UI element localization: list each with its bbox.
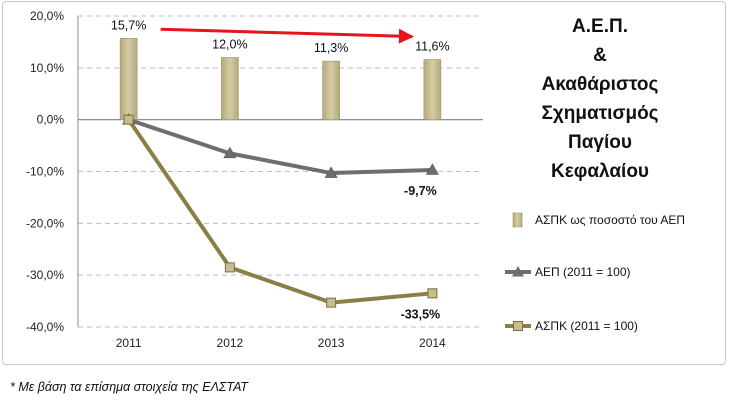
gridlines — [77, 15, 483, 328]
bar-data-label: 12,0% — [212, 37, 247, 51]
bar — [322, 60, 340, 120]
trend-arrow-line — [160, 27, 414, 44]
bar — [221, 57, 239, 120]
chart-svg: 20,0% 10,0% 0,0% -10,0% -20,0% -30,0% -40,0% 1… — [26, 9, 685, 350]
bar — [423, 59, 442, 120]
series-line — [126, 117, 435, 176]
x-tick-label: 2012 — [217, 336, 244, 350]
footnote: * Με βάση τα επίσημα στοιχεία της ΕΛΣΤΑΤ — [10, 380, 248, 394]
bar-data-label: 11,6% — [415, 40, 450, 54]
legend-label: ΑΕΠ (2011 = 100) — [535, 265, 631, 279]
end-value-label: -9,7% — [404, 184, 437, 198]
chart-title-line: Παγίου — [568, 132, 632, 153]
y-tick-label: 0,0% — [37, 113, 65, 127]
series-line — [126, 117, 435, 305]
square-marker — [427, 288, 438, 299]
bar — [119, 37, 138, 120]
chart-title-line: Κεφαλαίου — [551, 161, 649, 182]
square-marker — [326, 297, 337, 308]
y-tick-label: -40,0% — [26, 320, 64, 334]
x-tick-label: 2011 — [116, 336, 142, 350]
bar-data-label: 15,7% — [111, 18, 146, 32]
y-tick-label: -10,0% — [26, 165, 64, 179]
data-labels: 15,7% 12,0% 11,3% 11,6% -9,7% -33,5% — [111, 18, 450, 321]
triangle-marker — [223, 146, 237, 159]
y-tick-label: 20,0% — [30, 9, 64, 23]
legend-swatch-marker — [513, 321, 523, 331]
chart-title: Α.Ε.Π. & Ακαθάριστος Σχηματισμός Παγίου … — [500, 12, 700, 186]
triangle-marker — [425, 163, 439, 175]
triangle-marker — [324, 166, 338, 178]
end-value-label: -33,5% — [401, 307, 441, 321]
y-axis: 20,0% 10,0% 0,0% -10,0% -20,0% -30,0% -40,0% — [26, 9, 64, 334]
legend: ΑΣΠΚ ως ποσοστό του ΑΕΠ ΑΕΠ (2011 = 100) Α… — [505, 212, 685, 333]
chart-title-line: Ακαθάριστος — [541, 74, 659, 95]
bar-series — [119, 37, 442, 120]
square-marker — [123, 114, 134, 125]
chart-title-line: & — [593, 45, 607, 66]
legend-swatch-marker — [512, 266, 524, 277]
line-series — [122, 113, 439, 308]
x-tick-label: 2013 — [318, 336, 345, 350]
trend-arrow — [160, 27, 414, 44]
legend-label: ΑΣΠΚ ως ποσοστό του ΑΕΠ — [535, 213, 685, 227]
y-tick-label: -30,0% — [26, 268, 64, 282]
chart-title-line: Α.Ε.Π. — [572, 16, 628, 37]
x-axis: 2011 2012 2013 2014 — [116, 336, 446, 350]
legend-label: ΑΣΠΚ (2011 = 100) — [535, 319, 638, 333]
y-tick-label: -20,0% — [26, 216, 64, 230]
chart-title-line: Σχηματισμός — [541, 103, 659, 124]
legend-swatch-bar — [512, 212, 523, 228]
bar-data-label: 11,3% — [314, 41, 349, 55]
square-marker — [224, 262, 235, 273]
x-tick-label: 2014 — [419, 336, 446, 350]
y-tick-label: 10,0% — [30, 61, 64, 75]
